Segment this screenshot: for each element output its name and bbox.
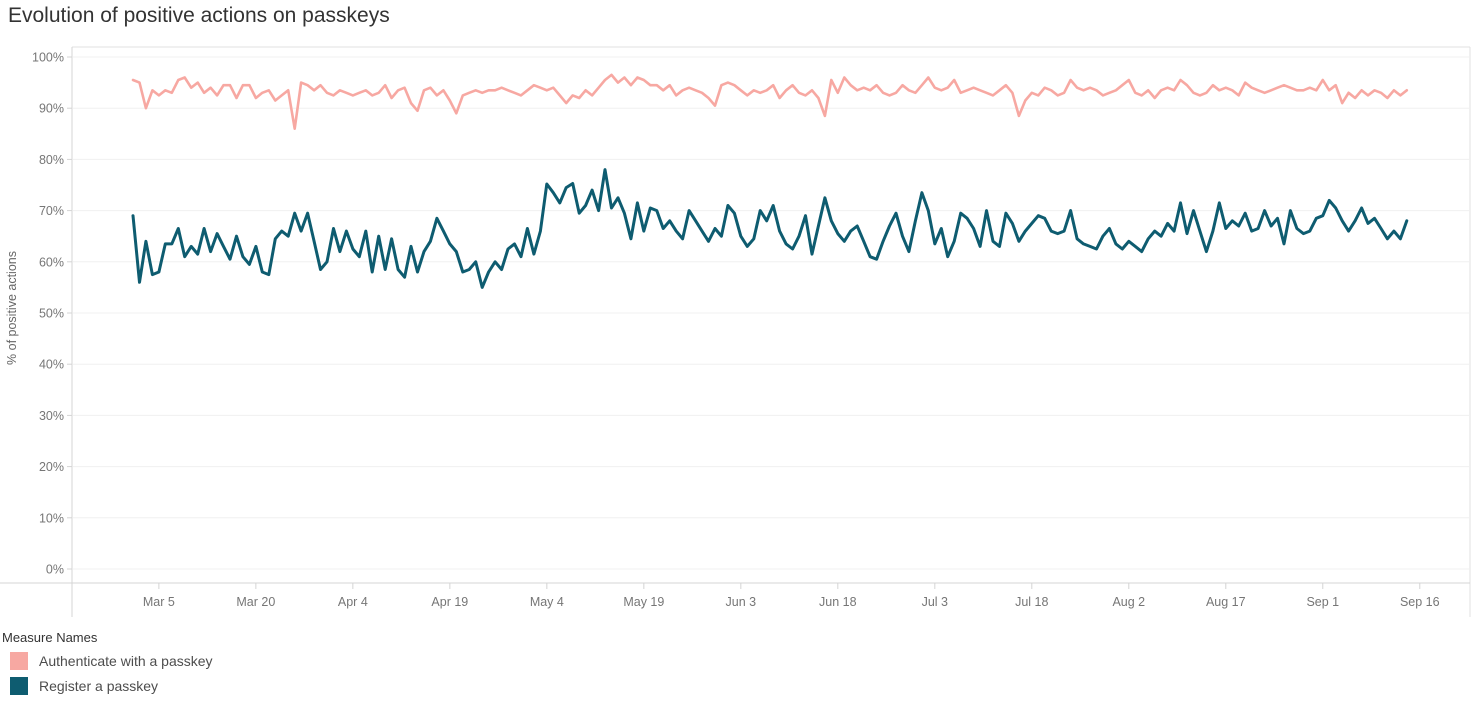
x-tick-label: May 4 (530, 595, 564, 609)
y-tick-label: 20% (39, 460, 64, 474)
y-tick-label: 40% (39, 358, 64, 372)
legend-title: Measure Names (2, 630, 98, 645)
x-tick-label: Jun 3 (726, 595, 757, 609)
x-tick-label: Mar 5 (143, 595, 175, 609)
x-tick-label: Apr 19 (431, 595, 468, 609)
legend-label: Authenticate with a passkey (39, 653, 213, 669)
x-tick-label: Jun 18 (819, 595, 857, 609)
legend-label: Register a passkey (39, 678, 159, 694)
y-tick-label: 80% (39, 153, 64, 167)
x-tick-label: Apr 4 (338, 595, 368, 609)
legend-item-authenticate-with-a-passkey[interactable]: Authenticate with a passkey (2, 652, 213, 670)
x-tick-label: Mar 20 (236, 595, 275, 609)
chart-title: Evolution of positive actions on passkey… (8, 4, 390, 27)
series-line-register-a-passkey[interactable] (131, 168, 1409, 289)
y-tick-label: 50% (39, 307, 64, 321)
legend-item-register-a-passkey[interactable]: Register a passkey (2, 677, 213, 695)
x-tick-label: May 19 (623, 595, 664, 609)
legend-items: Authenticate with a passkey Register a pa… (2, 652, 213, 695)
series-line-authenticate-with-a-passkey[interactable] (131, 73, 1409, 130)
y-tick-label: 30% (39, 409, 64, 423)
legend: Measure Names Authenticate with a passke… (2, 630, 213, 695)
y-tick-label: 60% (39, 255, 64, 269)
y-tick-label: 90% (39, 102, 64, 116)
x-tick-label: Aug 17 (1206, 595, 1246, 609)
y-tick-label: 100% (32, 51, 64, 65)
x-tick-label: Jul 3 (922, 595, 948, 609)
y-tick-label: 10% (39, 511, 64, 525)
x-tick-label: Aug 2 (1112, 595, 1145, 609)
y-tick-label: 70% (39, 204, 64, 218)
y-tick-label: 0% (46, 563, 64, 577)
line-chart[interactable]: 0% 10% 20% 30% 40% 50% 60% 70% 80% 90% 100% % of po… (0, 0, 1482, 625)
legend-swatch-register-a-passkey (10, 677, 28, 695)
y-axis-title: % of positive actions (5, 251, 19, 365)
x-tick-label: Sep 1 (1306, 595, 1339, 609)
x-tick-label: Jul 18 (1015, 595, 1048, 609)
x-tick-label: Sep 16 (1400, 595, 1440, 609)
legend-swatch-authenticate-with-a-passkey (10, 652, 28, 670)
